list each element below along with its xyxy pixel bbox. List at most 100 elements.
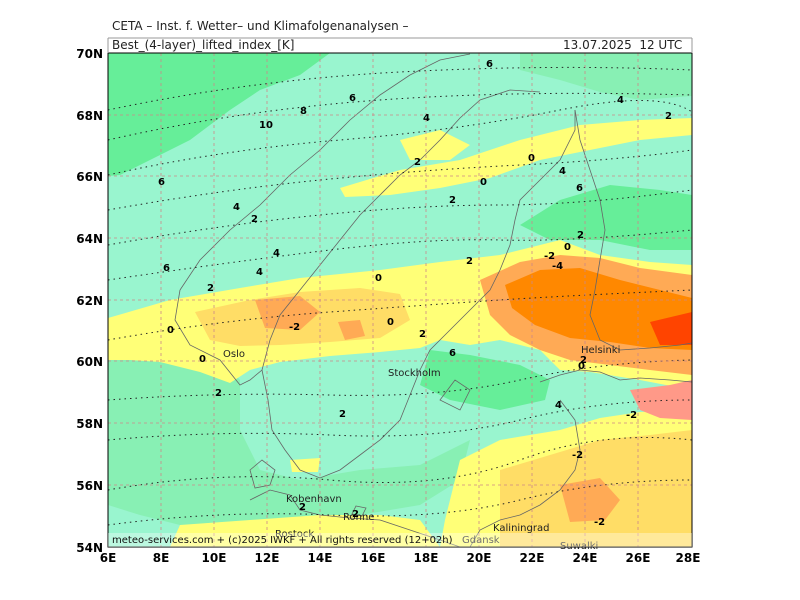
contour-label: 2 — [466, 256, 473, 267]
lon-tick: 12E — [255, 551, 280, 565]
coast-sweden-east — [261, 110, 576, 479]
coast-baltic-east — [469, 399, 581, 547]
field-yellow-islet — [290, 458, 320, 472]
lat-tick: 62N — [76, 294, 103, 308]
lat-tick: 66N — [76, 170, 103, 184]
map-fields — [108, 53, 692, 547]
contour-label: 2 — [215, 388, 222, 399]
city-labels: Oslo Stockholm Helsinki Kobenhavn Ronne … — [223, 345, 620, 552]
contour-label: 0 — [167, 325, 174, 336]
contour-label: 6 — [576, 183, 583, 194]
city-gdansk: Gdansk — [462, 535, 500, 546]
contour-label: 0 — [528, 153, 535, 164]
field-red-core — [650, 312, 692, 345]
header-institute: CETA – Inst. f. Wetter– und Klimafolgena… — [112, 19, 409, 33]
field-green-ne — [520, 53, 692, 100]
lat-axis: 70N 68N 66N 64N 62N 60N 58N 56N 54N — [76, 47, 103, 555]
lon-tick: 10E — [202, 551, 227, 565]
contour-label: 2 — [299, 502, 306, 513]
lon-tick: 28E — [676, 551, 701, 565]
contour-label: 2 — [207, 283, 214, 294]
lon-tick: 20E — [467, 551, 492, 565]
contour-label: 4 — [559, 166, 566, 177]
lat-tick: 64N — [76, 232, 103, 246]
contour-label: 4 — [423, 113, 430, 124]
contour-label: 2 — [580, 355, 587, 366]
map-datetime: 13.07.2025 12 UTC — [563, 38, 683, 52]
lon-tick: 26E — [626, 551, 651, 565]
city-kobenhavn: Kobenhavn — [286, 494, 342, 505]
lat-tick: 68N — [76, 109, 103, 123]
lon-tick: 16E — [361, 551, 386, 565]
contour-label: -4 — [552, 261, 563, 272]
coast-gotland — [439, 379, 471, 411]
contour-label: -2 — [544, 251, 555, 262]
contour-5 — [108, 189, 692, 246]
lon-tick: 18E — [414, 551, 439, 565]
contour-label: 2 — [665, 111, 672, 122]
contour-label: 4 — [256, 267, 263, 278]
lon-tick: 22E — [520, 551, 545, 565]
copyright-text: meteo-services.com + (c)2025 IWKF + All … — [112, 535, 453, 546]
contour-label: 6 — [449, 348, 456, 359]
contour-label: 2 — [419, 329, 426, 340]
lon-tick: 14E — [308, 551, 333, 565]
lat-tick: 54N — [76, 541, 103, 555]
contour-label: 2 — [352, 509, 359, 520]
field-green-finland — [520, 185, 692, 250]
city-ronne: Ronne — [343, 512, 374, 523]
lat-tick: 58N — [76, 417, 103, 431]
contour-value-labels: 6 6 4 2 8 10 6 4 2 0 0 4 6 2 4 2 6 4 4 2… — [158, 59, 672, 528]
contour-label: 0 — [387, 317, 394, 328]
contour-label: 8 — [300, 106, 307, 117]
city-suwalki: Suwalki — [560, 541, 598, 552]
lon-tick: 8E — [153, 551, 170, 565]
field-yellow-sw — [170, 515, 440, 547]
contour-label: -2 — [626, 410, 637, 421]
copyright-backdrop — [108, 533, 692, 547]
contour-3 — [108, 100, 692, 176]
city-oslo: Oslo — [223, 349, 245, 360]
field-darkorange-finland — [505, 268, 692, 350]
lat-tick: 56N — [76, 479, 103, 493]
contour-label: 4 — [273, 248, 280, 259]
graticule — [108, 53, 692, 547]
contour-label: 4 — [555, 400, 562, 411]
field-orange-patch-w — [255, 296, 320, 330]
city-stockholm: Stockholm — [388, 368, 441, 379]
field-green-south — [108, 352, 470, 525]
contour-label: 4 — [617, 95, 624, 106]
contour-label: -2 — [572, 450, 583, 461]
city-rostock: Rostock — [275, 529, 314, 540]
city-helsinki: Helsinki — [581, 345, 620, 356]
contour-label: 6 — [349, 93, 356, 104]
field-orange-patch-c — [338, 320, 365, 340]
contour-label: 0 — [375, 273, 382, 284]
contour-label: 6 — [158, 177, 165, 188]
lon-tick: 6E — [100, 551, 117, 565]
coastlines — [174, 53, 692, 547]
lon-axis: 6E 8E 10E 12E 14E 16E 18E 20E 22E 24E 26… — [100, 551, 701, 565]
contour-label: 0 — [564, 242, 571, 253]
contour-label: 10 — [259, 120, 273, 131]
map-title: Best_(4-layer)_lifted_index_[K] — [112, 38, 295, 52]
contour-label: -2 — [289, 322, 300, 333]
contour-label: -2 — [594, 517, 605, 528]
contour-label: 2 — [577, 230, 584, 241]
coast-gulf-finland-south — [539, 369, 692, 383]
contour-label: 0 — [578, 361, 585, 372]
lat-tick: 60N — [76, 355, 103, 369]
map-frame — [107, 52, 693, 548]
field-yellow-north — [340, 118, 692, 197]
coast-finland — [574, 109, 692, 351]
contour-label: 2 — [414, 157, 421, 168]
contour-label: 2 — [339, 409, 346, 420]
field-pink-east — [630, 380, 692, 420]
lat-tick: 70N — [76, 47, 103, 61]
contour-label: 6 — [486, 59, 493, 70]
contour-2 — [108, 92, 692, 141]
lon-tick: 24E — [573, 551, 598, 565]
city-kaliningrad: Kaliningrad — [493, 523, 549, 534]
contour-8 — [108, 359, 692, 401]
